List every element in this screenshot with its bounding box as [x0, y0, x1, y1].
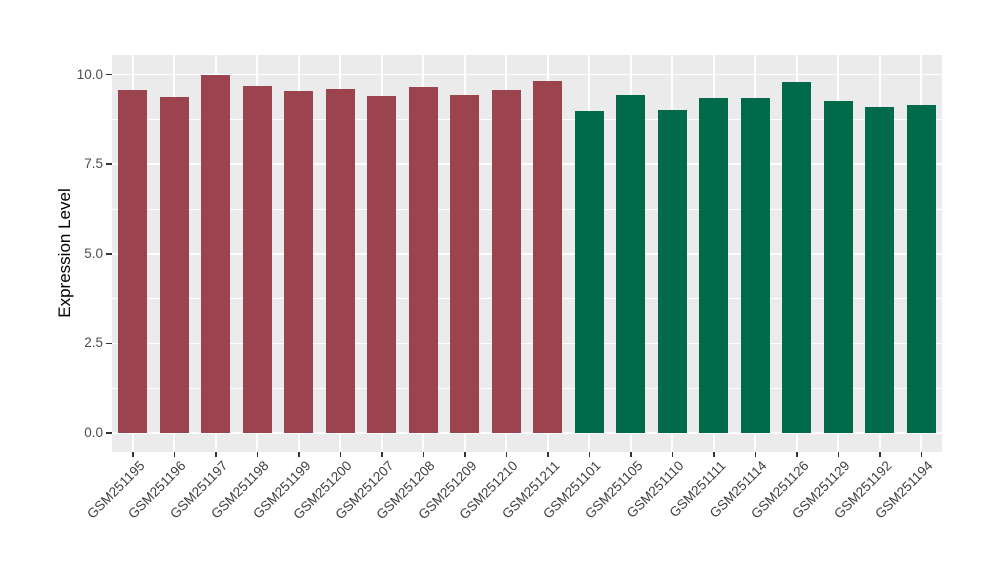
gridline-minor — [112, 208, 942, 210]
bar — [159, 96, 189, 433]
gridline-major — [112, 432, 942, 434]
plot-panel — [112, 55, 942, 452]
x-tick — [630, 452, 632, 457]
x-tick — [547, 452, 549, 457]
x-tick — [422, 452, 424, 457]
y-tick-label: 10.0 — [76, 66, 103, 82]
bar — [699, 98, 729, 433]
x-tick — [132, 452, 134, 457]
y-tick-label: 2.5 — [84, 335, 103, 351]
x-tick — [256, 452, 258, 457]
gridline-minor — [112, 118, 942, 120]
gridline-major — [112, 342, 942, 345]
y-tick — [106, 432, 112, 434]
bar — [242, 85, 272, 433]
x-tick — [920, 452, 922, 457]
x-tick — [588, 452, 590, 457]
y-tick — [106, 163, 112, 165]
bar — [325, 88, 355, 433]
y-tick — [106, 73, 112, 76]
bar — [865, 107, 895, 433]
bar — [823, 101, 853, 433]
x-tick — [215, 452, 217, 457]
gridline-major — [112, 252, 942, 255]
bar — [201, 74, 231, 433]
gridline-minor — [112, 387, 942, 389]
x-tick — [339, 452, 341, 457]
x-tick — [505, 452, 507, 457]
x-tick — [381, 452, 383, 457]
x-tick — [298, 452, 300, 457]
x-tick — [671, 452, 673, 457]
gridline-major — [112, 163, 942, 165]
x-tick — [754, 452, 756, 457]
gridline-minor — [112, 298, 942, 299]
y-tick-label: 7.5 — [84, 156, 103, 172]
y-tick — [106, 253, 112, 255]
bar — [906, 104, 936, 433]
bar — [408, 86, 438, 433]
bar — [740, 98, 770, 433]
bar — [491, 89, 521, 433]
bar — [450, 94, 480, 433]
bar — [284, 90, 314, 433]
y-tick-label: 0.0 — [84, 425, 103, 440]
bar — [367, 96, 397, 433]
bar — [616, 94, 646, 433]
x-tick — [837, 452, 839, 457]
bar — [574, 111, 604, 433]
bar — [118, 89, 148, 433]
x-tick — [713, 452, 715, 457]
y-tick-label: 5.0 — [84, 245, 103, 261]
x-tick — [464, 452, 466, 457]
bar — [657, 110, 687, 433]
x-tick — [173, 452, 175, 457]
x-tick — [796, 452, 798, 457]
bar — [782, 82, 812, 433]
y-tick — [106, 342, 112, 345]
bar — [533, 80, 563, 433]
gridline-major — [112, 73, 942, 76]
x-tick — [879, 452, 881, 457]
